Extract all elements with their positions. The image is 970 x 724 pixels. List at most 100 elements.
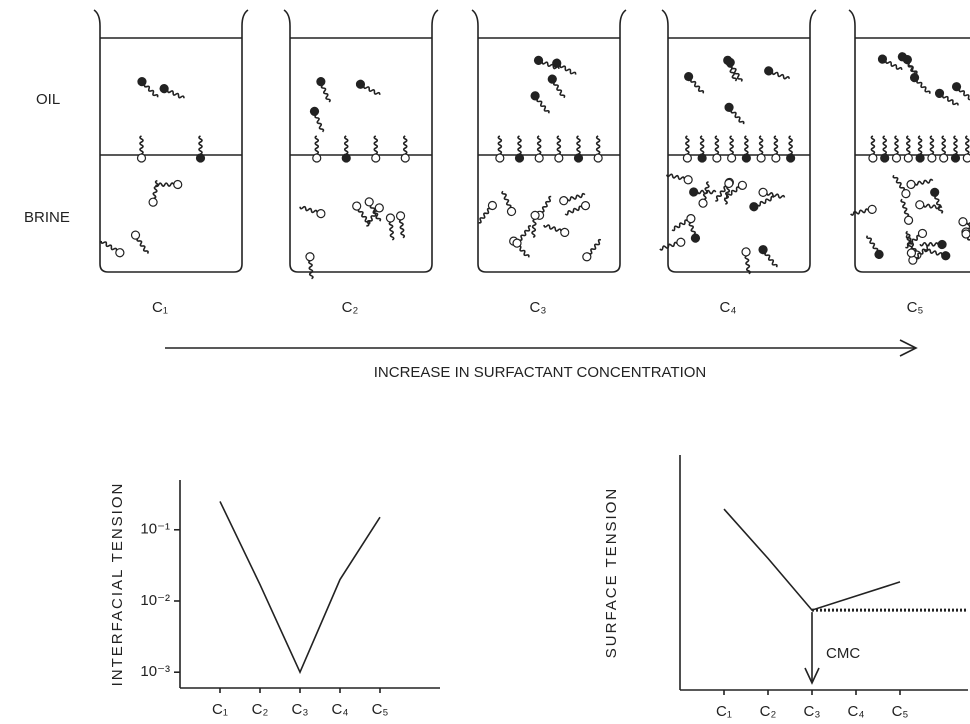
head	[364, 197, 374, 207]
tail	[531, 218, 537, 239]
surfactant	[915, 200, 943, 210]
head	[130, 230, 141, 240]
tail	[744, 255, 751, 275]
tail	[953, 135, 958, 155]
head	[573, 153, 584, 163]
surfactant	[906, 178, 934, 190]
head	[554, 153, 564, 163]
tail	[894, 135, 899, 155]
head	[758, 245, 768, 255]
surfactant	[299, 205, 326, 219]
tail	[198, 135, 203, 155]
surfactant	[371, 135, 381, 163]
tail	[314, 135, 320, 155]
head	[786, 153, 796, 163]
curve	[723, 508, 901, 612]
beaker-label: C₄	[720, 299, 737, 316]
tail	[556, 135, 562, 155]
head	[906, 179, 916, 190]
surfactant	[915, 135, 925, 163]
tail	[299, 205, 318, 214]
beaker	[283, 9, 439, 273]
surfactant	[130, 230, 149, 254]
beaker	[661, 9, 817, 273]
tail	[714, 135, 720, 155]
x-tick-label: C₁	[212, 701, 228, 718]
y-tick-label: 10⁻²	[140, 592, 170, 609]
tail	[915, 244, 930, 259]
x-tick-label: C₄	[332, 701, 349, 718]
surfactant	[715, 178, 734, 202]
head	[915, 153, 925, 163]
surfactant	[547, 74, 566, 99]
head	[115, 248, 125, 258]
surfactant	[749, 195, 775, 212]
surfactant	[593, 135, 603, 163]
tail	[905, 234, 920, 249]
head	[874, 249, 884, 260]
beaker	[93, 9, 249, 273]
head	[937, 239, 947, 250]
head	[400, 153, 410, 163]
head	[930, 187, 940, 197]
head	[552, 58, 562, 68]
surfactant	[697, 135, 707, 163]
head	[909, 73, 920, 83]
surfactant	[478, 200, 498, 224]
head	[917, 228, 928, 239]
surfactant	[312, 135, 322, 163]
surfactant	[305, 252, 315, 280]
head	[868, 153, 878, 163]
head	[941, 251, 951, 261]
surfactant	[659, 237, 686, 251]
tail	[729, 135, 734, 155]
head	[195, 153, 206, 163]
surfactant	[684, 71, 705, 94]
head	[962, 153, 970, 163]
head	[725, 57, 735, 68]
arrow-label: INCREASE IN SURFACTANT CONCENTRATION	[374, 364, 707, 381]
surfactant	[897, 52, 918, 74]
tail	[892, 174, 906, 191]
arrow-head	[899, 339, 918, 357]
head	[534, 153, 544, 163]
surfactant	[962, 135, 970, 163]
head	[530, 91, 540, 101]
tail	[906, 135, 911, 155]
head	[580, 201, 591, 211]
tail	[100, 240, 118, 251]
beaker	[848, 9, 970, 273]
tail	[941, 135, 946, 155]
head	[312, 153, 322, 163]
surfactant	[939, 135, 949, 163]
y-axis-label: SURFACE TENSION	[603, 487, 620, 658]
surfactant	[698, 181, 710, 208]
surfactant	[100, 240, 125, 258]
surfactant	[725, 57, 743, 82]
head	[906, 248, 917, 258]
head	[867, 204, 877, 214]
surfactant	[741, 247, 751, 275]
head	[593, 153, 603, 163]
beaker-label: C₂	[342, 299, 359, 316]
tail	[967, 211, 970, 230]
head	[495, 153, 505, 163]
surfactant	[495, 135, 505, 163]
head	[724, 178, 734, 189]
head	[385, 213, 396, 223]
surfactant	[543, 224, 570, 238]
surfactant	[509, 236, 530, 258]
head	[355, 79, 366, 89]
surfactant	[866, 235, 884, 260]
head	[341, 153, 351, 163]
head	[352, 201, 362, 211]
tail	[373, 135, 379, 155]
head	[512, 238, 522, 248]
tail	[659, 241, 678, 251]
head	[958, 217, 968, 227]
head	[690, 233, 701, 243]
head	[915, 200, 925, 210]
tail	[566, 192, 586, 202]
tail	[773, 135, 779, 155]
head	[903, 215, 914, 225]
